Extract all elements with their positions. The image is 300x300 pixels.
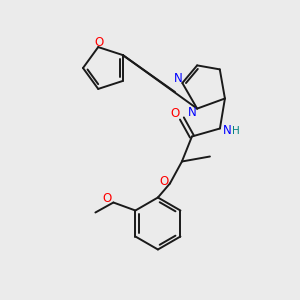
Text: O: O — [159, 175, 169, 188]
Text: N: N — [188, 106, 197, 119]
Text: O: O — [170, 107, 179, 120]
Text: N: N — [174, 71, 183, 85]
Text: O: O — [94, 36, 104, 49]
Text: O: O — [103, 192, 112, 205]
Text: N: N — [223, 124, 231, 137]
Text: H: H — [232, 125, 240, 136]
